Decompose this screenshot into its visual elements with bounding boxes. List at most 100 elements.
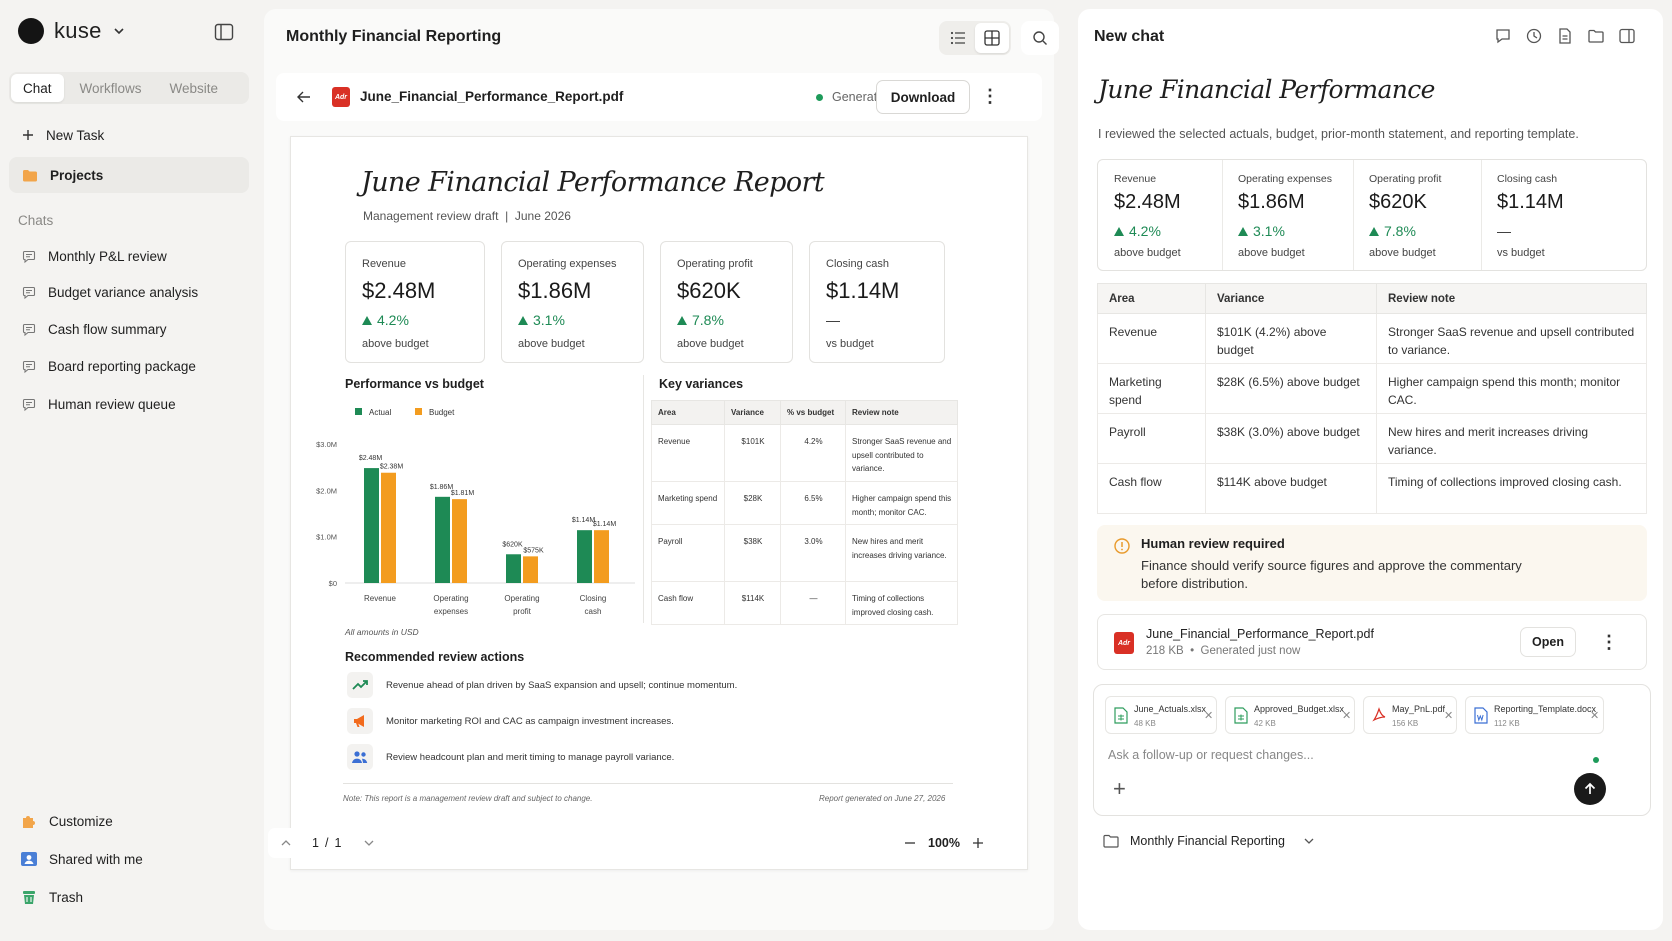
spreadsheet-icon — [1114, 707, 1128, 724]
kpi-value: $1.86M — [518, 278, 592, 303]
kpi-change-value: — — [826, 312, 840, 328]
shared-with-me-button[interactable]: Shared with me — [20, 850, 143, 868]
zoom-in-icon[interactable] — [972, 837, 984, 849]
chat-bubble-icon — [22, 286, 36, 299]
folder-icon — [1103, 834, 1119, 848]
kpi-change-value: 3.1% — [1253, 223, 1285, 239]
chat-item-budget-variance[interactable]: Budget variance analysis — [22, 285, 198, 300]
chat-item-monthly-pl[interactable]: Monthly P&L review — [22, 249, 167, 264]
triangle-up-icon — [362, 315, 372, 325]
sidebar: kuse Chat Workflows Website New Task Pro… — [0, 0, 262, 941]
attachment-size: 112 KB — [1494, 719, 1520, 728]
chevron-down-icon — [1304, 838, 1314, 844]
page-current[interactable]: 1 — [312, 836, 319, 850]
remove-attachment-icon[interactable]: ✕ — [1342, 710, 1352, 722]
kpi-note: above budget — [518, 338, 585, 350]
megaphone-icon-wrap — [347, 708, 373, 734]
table-cell: 3.0% — [780, 524, 846, 582]
kpi-summary: Revenue $2.48M 4.2% above budget Operati… — [1097, 159, 1647, 271]
table-cell: New hires and merit increases driving va… — [1376, 413, 1647, 464]
attachment-reporting-template[interactable]: Reporting_Template.docx 112 KB ✕ — [1465, 696, 1604, 734]
file-size: 218 KB — [1146, 645, 1184, 657]
kpi-item-revenue: Revenue $2.48M 4.2% above budget — [1098, 160, 1222, 270]
y-tick-label: $0 — [329, 579, 337, 588]
table-cell: Marketing spend — [1097, 363, 1206, 414]
attachment-june-actuals[interactable]: June_Actuals.xlsx 48 KB ✕ — [1105, 696, 1217, 734]
project-selector[interactable]: Monthly Financial Reporting — [1102, 833, 1315, 849]
kpi-change-value: 7.8% — [692, 312, 724, 328]
panel-toggle-icon[interactable] — [1618, 27, 1636, 45]
grid-view-button[interactable] — [975, 23, 1009, 53]
customize-button[interactable]: Customize — [20, 812, 113, 830]
column-header: Area — [651, 400, 725, 425]
kpi-card-revenue: Revenue $2.48M 4.2% above budget — [345, 241, 485, 363]
folder-icon[interactable] — [1587, 27, 1605, 45]
attachment-name: Approved_Budget.xlsx — [1254, 704, 1345, 714]
mode-workflows[interactable]: Workflows — [79, 80, 142, 96]
new-chat-icon[interactable] — [1494, 27, 1512, 45]
table-cell: 4.2% — [780, 424, 846, 482]
send-button[interactable] — [1574, 773, 1606, 805]
history-icon[interactable] — [1525, 27, 1543, 45]
mode-website[interactable]: Website — [169, 80, 219, 96]
list-view-button[interactable] — [941, 23, 975, 53]
new-task-button[interactable]: New Task — [9, 117, 249, 153]
sidebar-toggle-icon[interactable] — [214, 23, 234, 41]
table-cell: $28K — [724, 481, 781, 525]
x-tick-label: cash — [585, 607, 602, 616]
attachment-name: June_Actuals.xlsx — [1134, 704, 1207, 714]
y-tick-label: $3.0M — [316, 440, 337, 449]
back-arrow-icon[interactable] — [296, 89, 312, 105]
chat-bubble-icon — [22, 250, 36, 263]
chevron-up-icon[interactable] — [280, 837, 292, 849]
brand-name: kuse — [54, 18, 102, 43]
chat-item-board-package[interactable]: Board reporting package — [22, 359, 196, 374]
chat-input[interactable]: Ask a follow-up or request changes... — [1108, 748, 1314, 762]
sidebar-item-projects[interactable]: Projects — [9, 157, 249, 193]
chat-item-review-queue[interactable]: Human review queue — [22, 397, 176, 412]
attachment-size: 42 KB — [1254, 719, 1276, 728]
report-period: June 2026 — [514, 209, 571, 223]
trash-label: Trash — [49, 889, 84, 905]
chat-item-cash-flow[interactable]: Cash flow summary — [22, 322, 167, 337]
more-options-icon[interactable]: ⋮ — [981, 86, 999, 106]
remove-attachment-icon[interactable]: ✕ — [1444, 710, 1454, 722]
remove-attachment-icon[interactable]: ✕ — [1204, 710, 1214, 722]
bar-budget — [381, 472, 396, 583]
add-attachment-icon[interactable]: + — [1113, 776, 1126, 801]
kpi-value: $2.48M — [362, 278, 436, 303]
workspace-switcher[interactable]: kuse — [18, 18, 126, 44]
kpi-label: Revenue — [1114, 173, 1157, 185]
zoom-out-icon[interactable] — [904, 837, 916, 849]
trash-button[interactable]: Trash — [20, 888, 83, 906]
attachment-may-pnl[interactable]: May_PnL.pdf 156 KB ✕ — [1363, 696, 1457, 734]
more-options-icon[interactable]: ⋮ — [1600, 632, 1618, 652]
attachment-approved-budget[interactable]: Approved_Budget.xlsx 42 KB ✕ — [1225, 696, 1355, 734]
bar-actual — [577, 530, 592, 583]
chat-bubble-icon — [22, 323, 36, 336]
footer-divider — [343, 783, 953, 784]
document-viewer: Monthly Financial Reporting Adr June_Fin… — [264, 9, 1059, 930]
mode-chat[interactable]: Chat — [11, 74, 64, 102]
action-item: Monitor marketing ROI and CAC as campaig… — [347, 708, 674, 734]
generated-file-card: Adr June_Financial_Performance_Report.pd… — [1097, 614, 1647, 670]
search-button[interactable] — [1021, 21, 1059, 55]
trend-up-icon — [352, 680, 368, 690]
kpi-note: above budget — [1238, 247, 1305, 259]
document-icon[interactable] — [1556, 27, 1574, 45]
table-row: Revenue $101K 4.2% Stronger SaaS revenue… — [651, 424, 958, 482]
search-icon — [1033, 31, 1047, 45]
table-cell: $114K — [724, 581, 781, 625]
kpi-label: Operating expenses — [518, 258, 617, 270]
chevron-down-icon[interactable] — [363, 837, 375, 849]
kpi-card-operating-profit: Operating profit $620K 7.8% above budget — [660, 241, 793, 363]
download-button[interactable]: Download — [876, 80, 970, 114]
data-label: $2.48M — [359, 455, 383, 462]
kpi-label: Revenue — [362, 258, 407, 270]
kpi-item-operating-profit: Operating profit $620K 7.8% above budget — [1353, 160, 1481, 270]
table-row: Marketing spend $28K (6.5%) above budget… — [1097, 363, 1647, 414]
bar-budget — [594, 530, 609, 583]
remove-attachment-icon[interactable]: ✕ — [1590, 710, 1600, 722]
open-file-button[interactable]: Open — [1520, 627, 1576, 657]
